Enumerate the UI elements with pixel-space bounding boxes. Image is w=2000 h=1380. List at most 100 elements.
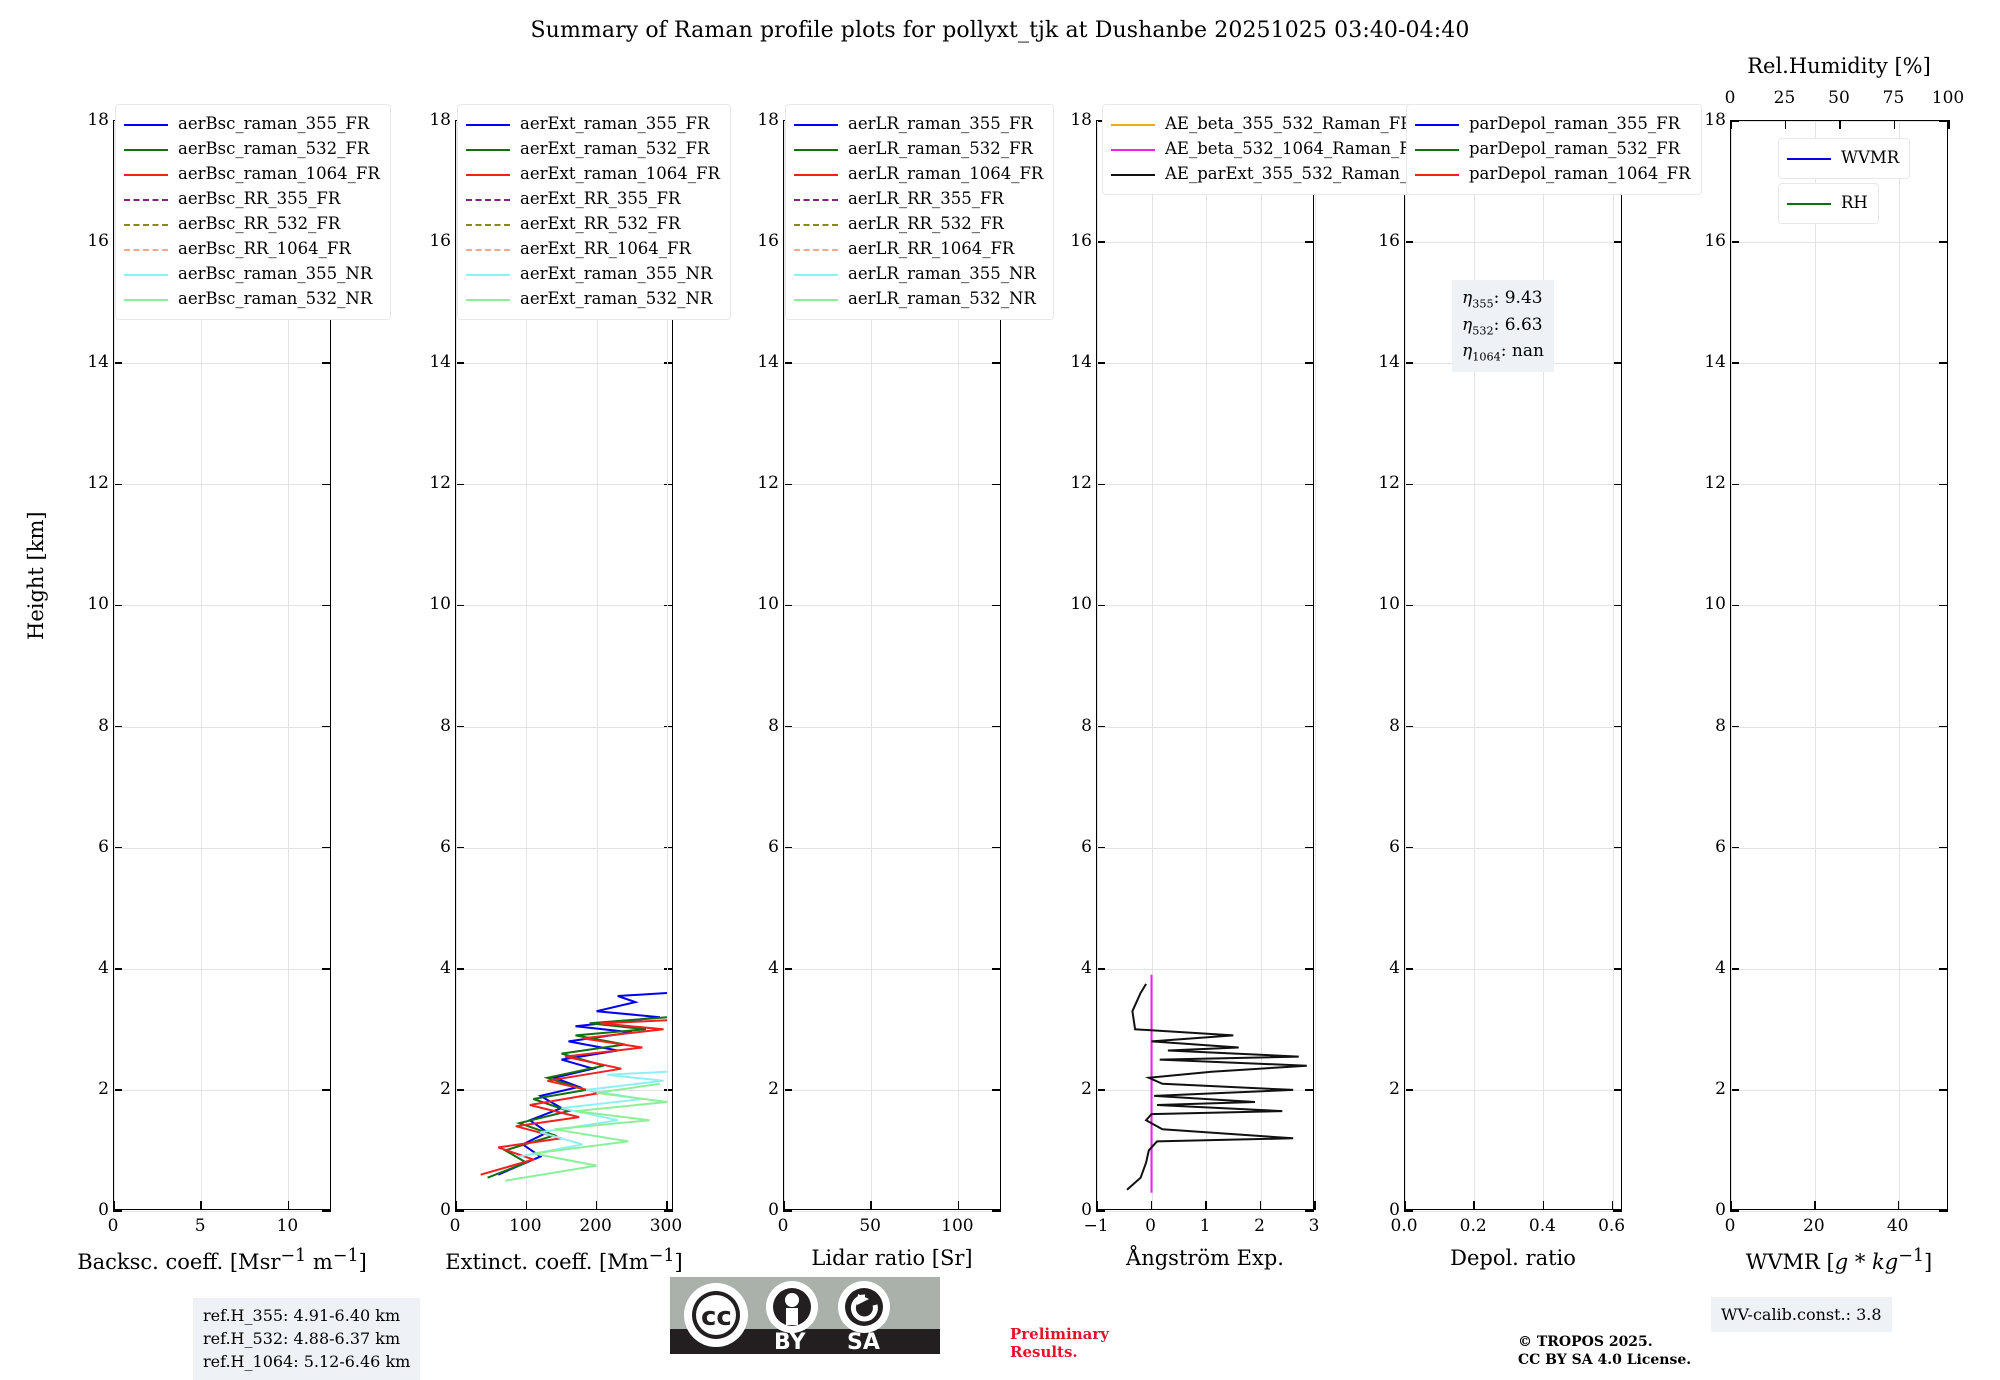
cc-text: cc xyxy=(701,1302,732,1332)
y-tick-label: 6 xyxy=(1715,836,1726,857)
legend-item[interactable]: aerLR_RR_1064_FR xyxy=(794,237,1043,262)
legend-item[interactable]: aerBsc_raman_1064_FR xyxy=(124,162,380,187)
gridline-horizontal xyxy=(1097,1211,1313,1212)
x-tick xyxy=(1314,1201,1316,1210)
wv-calib-annotation: WV-calib.const.: 3.8 xyxy=(1711,1297,1892,1333)
gridline-vertical xyxy=(1206,121,1207,1209)
x-tick xyxy=(957,1201,960,1210)
gridline-vertical xyxy=(526,121,528,1209)
x-tick xyxy=(200,1201,202,1210)
x-tick-label: 2 xyxy=(1254,1216,1265,1236)
x-tick xyxy=(1150,1201,1153,1210)
y-tick xyxy=(664,846,673,849)
x-tick-label: 50 xyxy=(859,1216,881,1236)
preliminary-results-note: Preliminary Results. xyxy=(1010,1325,1109,1362)
legend-item[interactable]: aerLR_raman_355_FR xyxy=(794,112,1043,137)
legend-item[interactable]: aerBsc_raman_532_NR xyxy=(124,287,380,312)
legend-item[interactable]: aerExt_raman_532_FR xyxy=(466,137,720,162)
y-tick-label: 10 xyxy=(429,594,451,615)
gridline-vertical xyxy=(1151,121,1153,1209)
legend-item[interactable]: aerBsc_raman_355_FR xyxy=(124,112,380,137)
copyright-line: CC BY SA 4.0 License. xyxy=(1518,1352,1692,1369)
y-tick xyxy=(1939,483,1948,486)
legend-item[interactable]: aerLR_RR_355_FR xyxy=(794,187,1043,212)
legend-swatch-icon xyxy=(124,123,168,126)
y-tick-label: 4 xyxy=(98,957,109,978)
legend-item[interactable]: WVMR xyxy=(1787,146,1899,171)
y-tick-label: 4 xyxy=(1715,957,1726,978)
y-tick xyxy=(1096,846,1105,849)
legend-item[interactable]: aerExt_RR_355_FR xyxy=(466,187,720,212)
legend-swatch-icon xyxy=(1415,148,1459,151)
y-tick xyxy=(1404,1089,1413,1091)
legend-item[interactable]: aerLR_raman_355_NR xyxy=(794,262,1043,287)
legend-item[interactable]: aerExt_RR_532_FR xyxy=(466,212,720,237)
legend-item[interactable]: aerBsc_RR_355_FR xyxy=(124,187,380,212)
top-x-tick xyxy=(1839,120,1841,129)
legend-item[interactable]: AE_parExt_355_532_Raman_FR xyxy=(1111,162,1432,187)
top-x-tick-label: 75 xyxy=(1882,88,1905,108)
y-tick-label: 14 xyxy=(429,352,451,373)
legend-item[interactable]: aerLR_raman_532_FR xyxy=(794,137,1043,162)
y-tick xyxy=(664,1210,673,1212)
y-tick xyxy=(1404,241,1413,243)
y-tick-label: 12 xyxy=(429,473,451,494)
y-tick-label: 14 xyxy=(87,352,109,373)
gridline-vertical xyxy=(288,121,290,1209)
legend-item[interactable]: AE_beta_355_532_Raman_FR xyxy=(1111,112,1432,137)
gridline-vertical xyxy=(871,121,873,1209)
legend-item[interactable]: aerExt_raman_355_NR xyxy=(466,262,720,287)
x-tick xyxy=(1404,1201,1406,1210)
y-tick xyxy=(1305,483,1314,486)
gridline-horizontal xyxy=(784,1211,1000,1212)
legend-swatch-icon xyxy=(124,198,168,201)
y-tick xyxy=(1096,483,1105,486)
y-tick xyxy=(1096,362,1105,365)
legend-swatch-icon xyxy=(466,298,510,301)
legend-item[interactable]: parDepol_raman_355_FR xyxy=(1415,112,1691,137)
legend-swatch-icon xyxy=(1415,173,1459,176)
x-tick xyxy=(525,1201,528,1210)
legend-item[interactable]: aerLR_raman_1064_FR xyxy=(794,162,1043,187)
gridline-horizontal xyxy=(784,484,1000,486)
y-tick xyxy=(1305,604,1314,607)
legend-swatch-icon xyxy=(794,198,838,201)
y-tick xyxy=(1404,725,1413,728)
legend-item[interactable]: aerBsc_raman_532_FR xyxy=(124,137,380,162)
y-tick xyxy=(1730,1210,1739,1212)
legend-item[interactable]: aerExt_raman_355_FR xyxy=(466,112,720,137)
preliminary-line: Preliminary xyxy=(1010,1325,1109,1343)
y-tick xyxy=(783,604,792,607)
y-tick xyxy=(1613,241,1622,243)
y-tick xyxy=(664,483,673,486)
y-tick xyxy=(455,362,464,365)
y-tick-label: 8 xyxy=(1389,715,1400,736)
legend-item[interactable]: aerBsc_RR_532_FR xyxy=(124,212,380,237)
legend-item[interactable]: aerExt_raman_532_NR xyxy=(466,287,720,312)
x-axis-title-depol-ratio: Depol. ratio xyxy=(1450,1246,1576,1270)
y-tick xyxy=(455,483,464,486)
series-aerExt_raman_532_NR xyxy=(505,1082,668,1182)
legend-item[interactable]: aerExt_raman_1064_FR xyxy=(466,162,720,187)
legend-item[interactable]: aerBsc_RR_1064_FR xyxy=(124,237,380,262)
y-tick xyxy=(1305,967,1314,970)
y-tick xyxy=(113,362,122,365)
legend-item[interactable]: RH xyxy=(1787,191,1868,216)
legend-item[interactable]: parDepol_raman_1064_FR xyxy=(1415,162,1691,187)
y-tick xyxy=(455,846,464,849)
legend-item[interactable]: aerLR_RR_532_FR xyxy=(794,212,1043,237)
legend-item[interactable]: parDepol_raman_532_FR xyxy=(1415,137,1691,162)
legend-label: parDepol_raman_532_FR xyxy=(1469,139,1681,159)
figure-title: Summary of Raman profile plots for polly… xyxy=(530,18,1470,43)
legend-item[interactable]: aerExt_RR_1064_FR xyxy=(466,237,720,262)
y-tick-label: 12 xyxy=(757,473,779,494)
top-x-tick xyxy=(1784,120,1787,129)
y-tick xyxy=(1096,725,1105,728)
legend-item[interactable]: aerBsc_raman_355_NR xyxy=(124,262,380,287)
legend-item[interactable]: AE_beta_532_1064_Raman_FR xyxy=(1111,137,1432,162)
legend-item[interactable]: aerLR_raman_532_NR xyxy=(794,287,1043,312)
x-axis-title-angstrom: Ångström Exp. xyxy=(1126,1246,1284,1270)
legend-label: aerBsc_raman_355_FR xyxy=(178,114,370,134)
gridline-vertical xyxy=(1731,121,1732,1209)
